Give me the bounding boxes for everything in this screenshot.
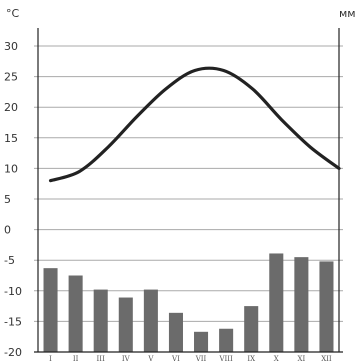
right-unit-label: мм — [339, 7, 356, 20]
precip-bar — [43, 268, 58, 352]
y-tick-label: -20 — [4, 346, 22, 359]
month-label: X — [274, 355, 279, 363]
month-label: VII — [195, 355, 207, 363]
left-unit-label: °C — [6, 7, 20, 20]
y-tick-label: 20 — [4, 101, 18, 114]
month-label: I — [49, 355, 52, 363]
month-label: IX — [247, 355, 255, 363]
month-label: II — [73, 355, 79, 363]
precip-bar — [319, 261, 334, 352]
precip-bar — [68, 275, 83, 352]
month-label: V — [147, 355, 154, 363]
month-label: VIII — [218, 355, 233, 363]
precip-bar — [143, 289, 158, 352]
y-tick-label: -10 — [4, 285, 22, 298]
month-label: XI — [298, 355, 306, 363]
precip-bar — [93, 289, 108, 352]
month-label: III — [97, 355, 106, 363]
temperature-curve — [48, 66, 341, 183]
axes — [34, 28, 343, 353]
y-tick-label: -5 — [4, 254, 15, 267]
month-label: IV — [122, 355, 131, 363]
precip-bar — [244, 306, 259, 352]
precip-bar — [269, 253, 284, 352]
temperature-line — [48, 66, 341, 183]
month-label: XII — [321, 355, 332, 363]
precipitation-bars — [43, 253, 334, 352]
y-tick-label: 5 — [4, 193, 11, 206]
y-tick-label: 0 — [4, 224, 11, 237]
precip-bar — [194, 331, 209, 352]
precip-bar — [118, 297, 133, 352]
y-tick-label: -15 — [4, 315, 22, 328]
y-tick-label: 15 — [4, 132, 18, 145]
month-label: VI — [171, 355, 180, 363]
precip-bar — [219, 328, 234, 352]
y-tick-label: 10 — [4, 162, 18, 175]
precip-bar — [294, 257, 309, 352]
precip-bar — [168, 312, 183, 352]
y-tick-label: 25 — [4, 71, 18, 84]
y-tick-label: 30 — [4, 40, 18, 53]
